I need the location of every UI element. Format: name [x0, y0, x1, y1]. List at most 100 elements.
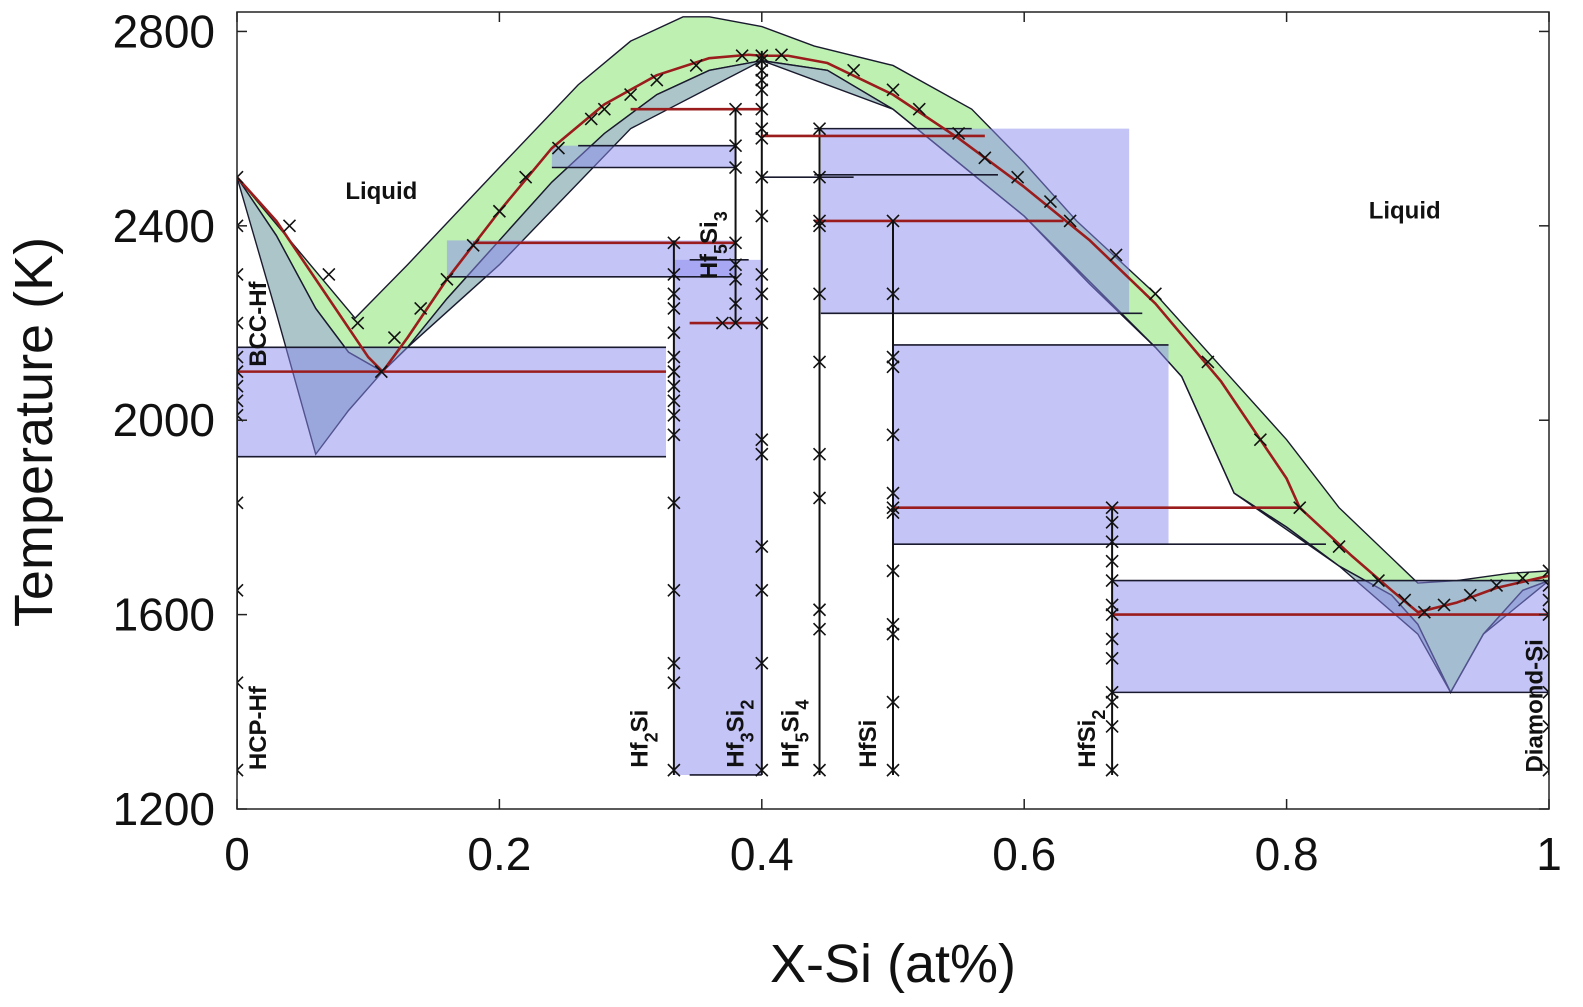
data-point: [1043, 194, 1058, 209]
data-point: [667, 287, 681, 301]
data-point: [1105, 501, 1119, 515]
data-point: [755, 433, 769, 447]
data-point: [519, 170, 533, 184]
region-label: Liquid: [1369, 198, 1441, 225]
data-point: [650, 73, 664, 87]
data-point: [1542, 719, 1549, 733]
data-point: [755, 54, 769, 68]
data-point: [812, 287, 827, 301]
data-point: [1105, 554, 1119, 568]
x-tick-label: 0.4: [730, 828, 794, 880]
data-point: [414, 301, 428, 316]
data-point: [667, 365, 681, 379]
data-point: [624, 88, 638, 102]
data-point: [886, 350, 900, 364]
data-point: [812, 491, 827, 505]
data-point: [715, 316, 730, 330]
two-phase-region: [237, 347, 667, 457]
data-point: [886, 360, 900, 374]
x-tick-label: 0.2: [467, 828, 531, 880]
phase-label: Diamond-Si: [1521, 639, 1548, 772]
data-point: [755, 447, 769, 461]
data-point: [667, 379, 681, 393]
two-phase-region: [1112, 580, 1549, 693]
data-point: [667, 350, 681, 364]
data-point: [237, 496, 244, 510]
x-tick-label: 1: [1536, 828, 1562, 880]
data-point: [667, 583, 681, 597]
data-point: [1105, 598, 1119, 612]
data-point: [847, 63, 861, 77]
data-point: [728, 160, 743, 175]
data-point: [1148, 287, 1162, 301]
data-point: [667, 236, 681, 250]
data-point: [728, 316, 743, 330]
data-point: [755, 49, 769, 63]
data-point: [466, 238, 480, 252]
data-point: [755, 316, 769, 330]
data-point: [755, 131, 769, 145]
data-point: [1489, 578, 1504, 593]
data-point: [912, 102, 926, 116]
plot-content: [237, 16, 1549, 777]
data-point: [237, 763, 244, 777]
phase-label: HfSi: [855, 720, 882, 768]
data-point: [755, 540, 769, 554]
data-point: [1332, 540, 1346, 554]
data-point: [1105, 574, 1119, 588]
data-point: [1516, 571, 1530, 585]
data-point: [667, 301, 681, 316]
data-point: [387, 331, 402, 345]
data-point: [667, 326, 681, 340]
data-point: [886, 564, 900, 578]
y-tick-label: 2400: [113, 200, 215, 252]
data-point: [728, 297, 743, 311]
data-point: [755, 122, 769, 136]
data-point: [667, 267, 681, 281]
data-point: [1105, 719, 1119, 733]
data-point: [728, 139, 743, 153]
data-point: [728, 272, 743, 286]
data-point: [755, 583, 769, 597]
phase-label: HCP-Hf: [245, 685, 272, 770]
liquidus-line: [237, 53, 1549, 614]
data-point: [1201, 355, 1215, 369]
data-point: [812, 170, 827, 184]
phase-label: Hf2Si: [627, 710, 662, 768]
data-point: [1542, 646, 1549, 661]
y-tick-label: 1600: [113, 589, 215, 641]
data-point: [812, 622, 827, 636]
data-point: [1542, 564, 1549, 578]
data-point: [351, 316, 365, 330]
data-point: [1105, 515, 1119, 529]
phase-label: BCC-Hf: [245, 280, 272, 366]
data-point: [755, 267, 769, 281]
data-point: [237, 350, 244, 364]
data-point: [886, 214, 900, 228]
two-phase-region: [673, 259, 762, 775]
data-point: [237, 676, 244, 690]
data-point: [886, 287, 900, 301]
data-markers-layer: [237, 48, 1549, 777]
data-point: [886, 428, 900, 442]
phase-label: Hf5Si4: [778, 700, 813, 768]
phase-label: Hf5Si3: [696, 211, 731, 279]
data-point: [237, 316, 244, 330]
data-point: [1105, 763, 1119, 777]
data-point: [282, 219, 297, 233]
data-point: [1109, 248, 1123, 262]
data-point: [667, 676, 681, 690]
invariant-lines-layer: [237, 107, 1549, 616]
data-point: [1437, 598, 1451, 612]
data-point: [886, 763, 900, 777]
data-point: [812, 122, 827, 136]
phase-label: HfSi2: [1074, 710, 1109, 768]
data-point: [1417, 605, 1431, 619]
data-point: [886, 627, 900, 641]
x-tick-label: 0: [224, 828, 250, 880]
data-point: [1542, 763, 1549, 777]
data-point: [237, 379, 244, 393]
data-point: [1105, 685, 1119, 699]
y-tick-label: 1200: [113, 783, 215, 835]
